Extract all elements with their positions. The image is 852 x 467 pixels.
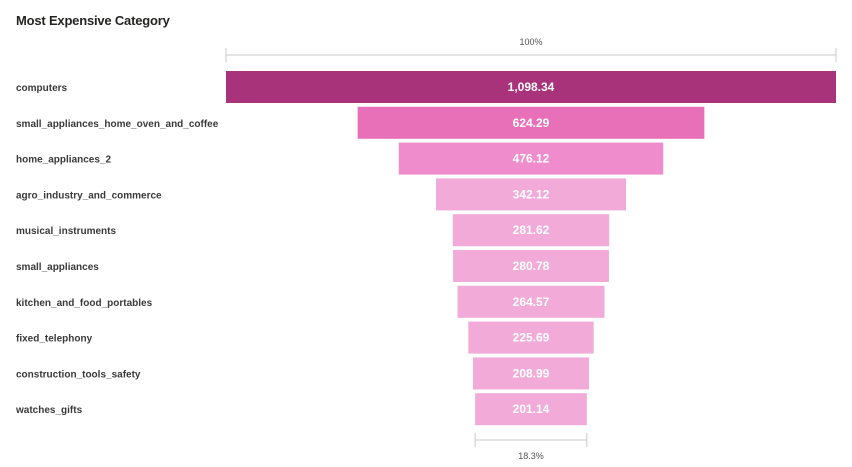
category-label-watches-gifts: watches_gifts: [15, 405, 83, 416]
bottom-percent-label: 18.3%: [518, 451, 544, 461]
funnel-bar-kitchen-and-food-portables[interactable]: [457, 285, 605, 318]
funnel-bar-home-appliances-2[interactable]: [398, 142, 664, 175]
chart-title: Most Expensive Category: [16, 13, 170, 28]
funnel-bar-construction-tools-safety[interactable]: [472, 357, 590, 390]
value-label-small-appliances: 280.78: [513, 259, 550, 273]
value-label-agro-industry-and-commerce: 342.12: [513, 187, 550, 201]
category-label-construction-tools-safety: construction_tools_safety: [16, 369, 141, 380]
value-label-fixed-telephony: 225.69: [513, 331, 550, 345]
value-label-watches-gifts: 201.14: [513, 402, 550, 416]
funnel-bar-computers[interactable]: [226, 71, 836, 103]
funnel-bar-small-appliances-home-oven-and-coffee[interactable]: [357, 106, 705, 139]
value-label-construction-tools-safety: 208.99: [513, 366, 550, 380]
value-label-small-appliances-home-oven-and-coffee: 624.29: [513, 116, 550, 130]
funnel-bar-agro-industry-and-commerce[interactable]: [435, 178, 627, 211]
bottom-percent-range: 18.3%: [474, 433, 588, 461]
category-label-computers: computers: [16, 83, 68, 94]
value-label-home-appliances-2: 476.12: [513, 152, 550, 166]
funnel-bar-musical-instruments[interactable]: [452, 214, 610, 247]
category-label-small-appliances: small_appliances: [16, 262, 99, 273]
top-percent-range: 100%: [225, 37, 837, 62]
funnel-bar-watches-gifts[interactable]: [475, 393, 587, 426]
funnel-bar-fixed-telephony[interactable]: [468, 321, 594, 354]
category-label-agro-industry-and-commerce: agro_industry_and_commerce: [16, 190, 162, 201]
category-label-small-appliances-home-oven-and-coffee: small_appliances_home_oven_and_coffee: [16, 119, 219, 130]
category-label-fixed-telephony: fixed_telephony: [16, 334, 93, 345]
value-label-kitchen-and-food-portables: 264.57: [513, 295, 550, 309]
value-label-computers: 1,098.34: [508, 80, 555, 94]
value-label-musical-instruments: 281.62: [513, 223, 550, 237]
funnel-bar-small-appliances[interactable]: [453, 250, 609, 282]
category-label-musical-instruments: musical_instruments: [16, 226, 116, 237]
funnel-bars: computers 1,098.34 small_appliances_home_o…: [15, 71, 836, 426]
top-percent-label: 100%: [519, 37, 542, 47]
category-label-kitchen-and-food-portables: kitchen_and_food_portables: [16, 298, 153, 309]
category-label-home-appliances-2: home_appliances_2: [16, 155, 111, 166]
